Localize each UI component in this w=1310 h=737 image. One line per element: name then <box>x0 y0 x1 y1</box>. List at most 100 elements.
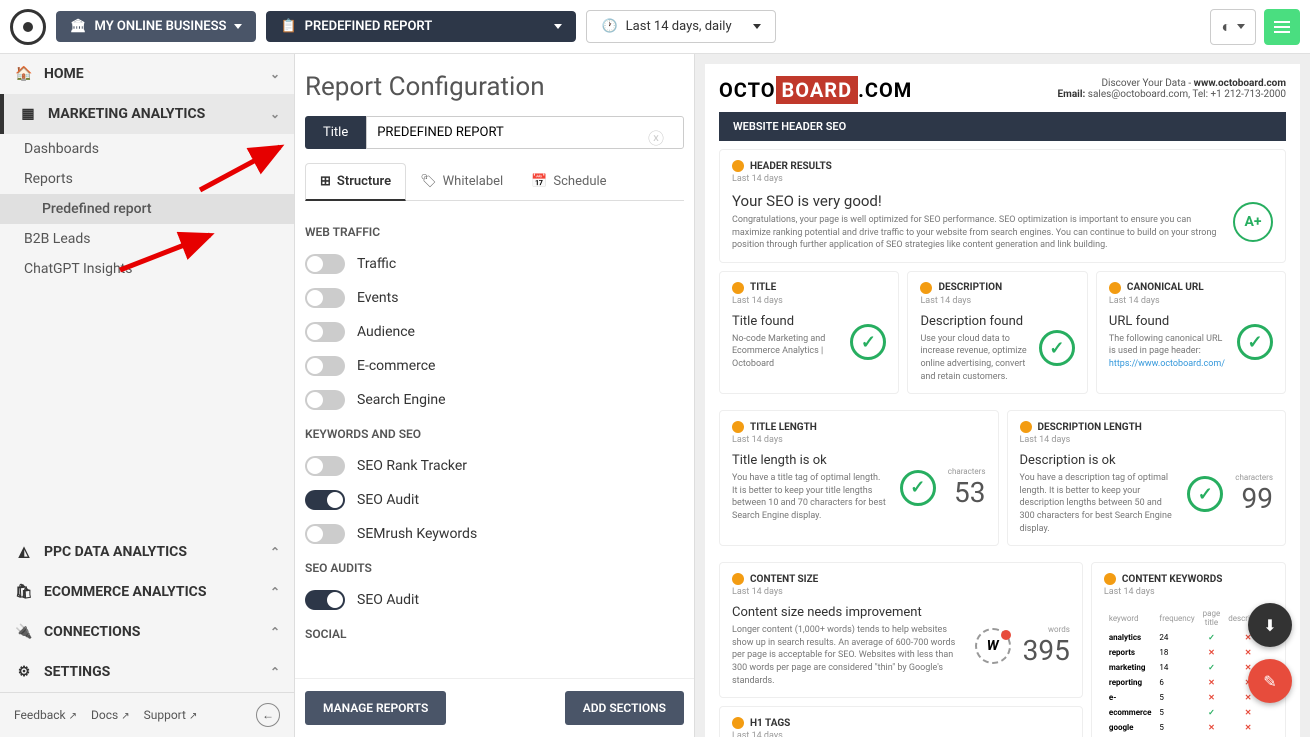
hamburger-icon <box>1274 21 1290 33</box>
nav-marketing-analytics[interactable]: ▦ MARKETING ANALYTICS ⌄ <box>0 94 294 134</box>
section-seo-audits: SEO AUDITS <box>305 561 684 575</box>
toggle-label: SEMrush Keywords <box>357 526 477 542</box>
bulb-icon <box>732 573 744 585</box>
grid-icon: ▦ <box>18 104 38 124</box>
theme-toggle[interactable]: ◐ <box>1210 9 1256 45</box>
grade-badge: A+ <box>1233 202 1273 242</box>
toggle-audience[interactable] <box>305 322 345 342</box>
business-label: MY ONLINE BUSINESS <box>95 19 227 34</box>
bulb-icon <box>732 717 744 729</box>
bulb-icon <box>920 282 932 294</box>
bulb-icon <box>732 421 744 433</box>
toggle-traffic[interactable] <box>305 254 345 274</box>
toggle-label: Search Engine <box>357 392 446 408</box>
edit-fab[interactable]: ✎ <box>1248 659 1292 703</box>
tab-schedule[interactable]: 📅Schedule <box>517 163 620 200</box>
download-fab[interactable]: ⬇ <box>1248 603 1292 647</box>
card-h1-tags: H1 TAGS Last 14 days H1 tag is ok Header… <box>719 706 1083 737</box>
table-row: reporting6✕✕ <box>1106 676 1271 689</box>
table-row: e-5✕✕ <box>1106 691 1271 704</box>
card-title: TITLE Last 14 days Title found No-code M… <box>719 271 899 394</box>
clipboard-icon: 📋 <box>280 19 296 34</box>
toggle-label: Traffic <box>357 256 396 272</box>
external-icon <box>69 708 77 722</box>
feedback-link[interactable]: Feedback <box>14 708 77 722</box>
title-label: Title <box>305 116 366 149</box>
clear-icon[interactable]: ⓧ <box>648 125 664 149</box>
toggle-ecommerce[interactable] <box>305 356 345 376</box>
nav-b2b-leads[interactable]: B2B Leads <box>0 224 294 254</box>
nav-label: ECOMMERCE ANALYTICS <box>44 584 206 600</box>
title-input[interactable] <box>366 116 684 149</box>
check-icon: ✓ <box>900 470 936 506</box>
check-icon: ✓ <box>1237 324 1273 360</box>
toggle-search-engine[interactable] <box>305 390 345 410</box>
card-description: DESCRIPTION Last 14 days Description fou… <box>907 271 1087 394</box>
bulb-icon <box>732 282 744 294</box>
manage-reports-button[interactable]: MANAGE REPORTS <box>305 691 446 725</box>
card-title-length: TITLE LENGTH Last 14 days Title length i… <box>719 410 999 546</box>
toggle-seo-rank[interactable] <box>305 456 345 476</box>
support-link[interactable]: Support <box>144 708 198 722</box>
check-icon: ✓ <box>1039 330 1075 366</box>
ppc-icon: ◭ <box>14 542 34 562</box>
external-icon <box>189 708 197 722</box>
nav-home[interactable]: 🏠 HOME ⌄ <box>0 54 294 94</box>
toggle-semrush[interactable] <box>305 524 345 544</box>
card-headline: Your SEO is very good! <box>732 192 1221 210</box>
table-row: ecommerce5✓✕ <box>1106 706 1271 719</box>
toggle-label: Audience <box>357 324 415 340</box>
check-icon: ✓ <box>1187 476 1223 512</box>
section-web-traffic: WEB TRAFFIC <box>305 225 684 239</box>
section-keywords-seo: KEYWORDS AND SEO <box>305 427 684 441</box>
business-selector[interactable]: 🏛 MY ONLINE BUSINESS <box>56 11 256 42</box>
chevron-up-icon: ⌃ <box>270 585 280 599</box>
app-logo[interactable] <box>10 9 46 45</box>
daterange-label: Last 14 days, daily <box>626 19 732 34</box>
table-row: analytics24✓✕ <box>1106 631 1271 644</box>
tab-structure[interactable]: ⊞Structure <box>305 163 406 201</box>
tab-whitelabel[interactable]: 🏷Whitelabel <box>406 163 517 200</box>
chevron-down-icon: ⌄ <box>270 67 280 81</box>
nav-label: MARKETING ANALYTICS <box>48 106 205 122</box>
card-sub: Last 14 days <box>732 174 1273 184</box>
nav-ecommerce[interactable]: 🛍 ECOMMERCE ANALYTICS ⌃ <box>0 572 294 612</box>
caret-down-icon <box>554 24 562 29</box>
menu-button[interactable] <box>1264 9 1300 45</box>
nav-dashboards[interactable]: Dashboards <box>0 134 294 164</box>
nav-predefined-report[interactable]: Predefined report <box>0 194 294 224</box>
canonical-link[interactable]: https://www.octoboard.com/ <box>1109 359 1225 369</box>
gear-icon: ⚙ <box>14 662 34 682</box>
card-content-size: CONTENT SIZE Last 14 days Content size n… <box>719 562 1083 698</box>
config-panel: Report Configuration Title ⓧ ⊞Structure … <box>295 54 695 737</box>
toggle-label: SEO Audit <box>357 492 419 508</box>
toggle-label: E-commerce <box>357 358 435 374</box>
back-button[interactable]: ← <box>256 703 280 727</box>
toggle-seo-audit[interactable] <box>305 490 345 510</box>
docs-link[interactable]: Docs <box>91 708 130 722</box>
card-content-keywords: CONTENT KEYWORDS Last 14 days keyword fr… <box>1091 562 1286 737</box>
report-label: PREDEFINED REPORT <box>305 19 433 34</box>
card-canonical: CANONICAL URL Last 14 days URL found The… <box>1096 271 1286 394</box>
toggle-seo-audit2[interactable] <box>305 590 345 610</box>
nav-settings[interactable]: ⚙ SETTINGS ⌃ <box>0 652 294 692</box>
toggle-label: Events <box>357 290 398 306</box>
report-selector[interactable]: 📋 PREDEFINED REPORT <box>266 11 576 42</box>
bulb-icon <box>1109 282 1121 294</box>
card-header-results: HEADER RESULTS Last 14 days Your SEO is … <box>719 149 1286 263</box>
add-sections-button[interactable]: ADD SECTIONS <box>565 691 684 725</box>
bag-icon: 🛍 <box>14 582 34 602</box>
toggle-events[interactable] <box>305 288 345 308</box>
octoboard-logo: OCTOBOARD.COM <box>719 78 912 102</box>
tag-icon: 🏷 <box>420 174 437 189</box>
nav-connections[interactable]: 🔌 CONNECTIONS ⌃ <box>0 612 294 652</box>
toggle-label: SEO Audit <box>357 592 419 608</box>
download-icon: ⬇ <box>1263 616 1276 635</box>
bulb-icon <box>1020 421 1032 433</box>
pencil-icon: ✎ <box>1263 672 1276 691</box>
nav-reports[interactable]: Reports <box>0 164 294 194</box>
bulb-icon <box>1104 573 1116 585</box>
nav-chatgpt-insights[interactable]: ChatGPT Insights <box>0 254 294 284</box>
daterange-selector[interactable]: 🕐 Last 14 days, daily <box>586 10 776 43</box>
nav-ppc[interactable]: ◭ PPC DATA ANALYTICS ⌃ <box>0 532 294 572</box>
